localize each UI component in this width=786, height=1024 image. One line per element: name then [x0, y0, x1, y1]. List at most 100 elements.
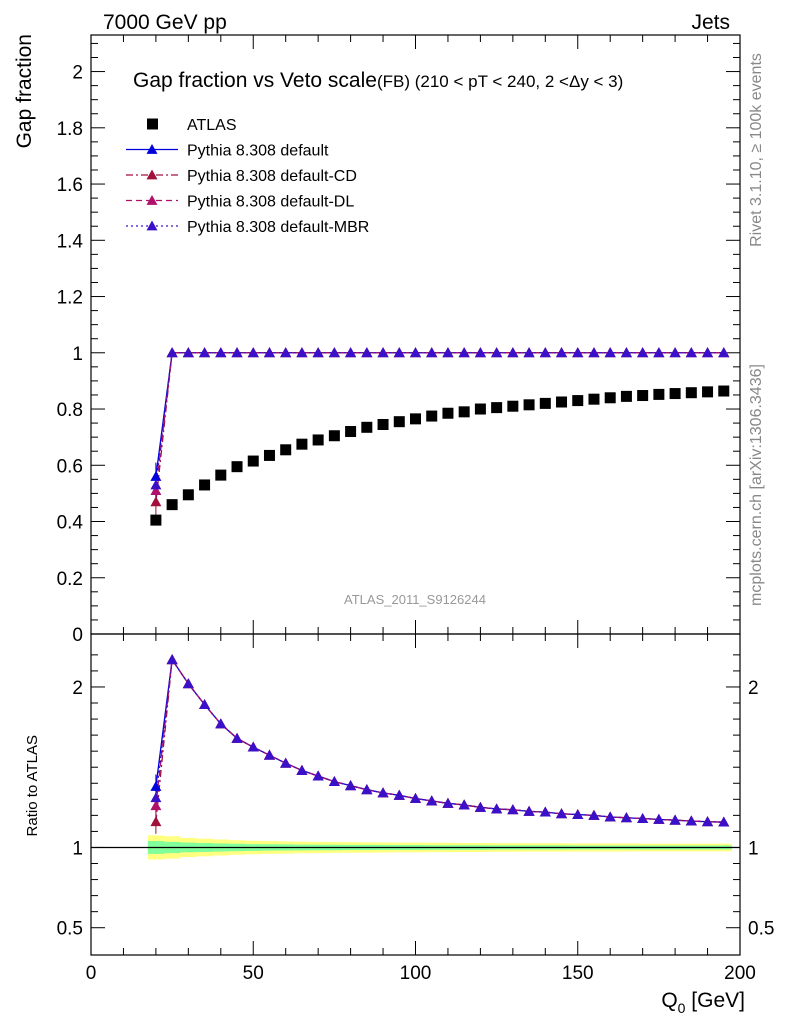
main-y-tick-label: 1.6 [57, 175, 83, 196]
data-point [215, 469, 227, 481]
ratio-series-marker [280, 757, 292, 768]
data-point [685, 387, 697, 399]
data-point [588, 393, 600, 405]
legend-label: Pythia 8.308 default-CD [187, 168, 357, 185]
header-group-label: Jets [691, 11, 730, 34]
main-series-line-1 [155, 352, 724, 502]
ratio-series-marker [296, 764, 308, 775]
data-point [620, 390, 632, 402]
main-y-tick-label: 0.6 [57, 456, 83, 477]
main-y-tick-label: 0 [72, 625, 83, 646]
main-series-marker [377, 347, 389, 358]
main-series-marker [361, 347, 373, 358]
data-point [393, 416, 405, 428]
main-watermark: ATLAS_2011_S9126244 [344, 592, 486, 607]
ratio-series-marker [150, 780, 162, 791]
main-series-marker [523, 347, 535, 358]
x-axis-title: Q0 [GeV] [661, 989, 745, 1016]
main-subtitle-text: (FB) (210 < pT < 240, 2 <Δy < 3) [377, 72, 623, 91]
main-series-marker [410, 347, 421, 358]
x-tick-label: 200 [724, 963, 756, 984]
main-y-tick-label: 1.8 [57, 119, 83, 140]
main-y-tick-label: 1.2 [57, 288, 83, 309]
main-series-marker [312, 347, 324, 358]
data-point [442, 407, 454, 419]
data-point [669, 388, 681, 400]
ratio-series-marker [458, 799, 470, 810]
ratio-series-marker [393, 789, 405, 800]
ratio-series-marker [523, 805, 535, 816]
ratio-series-marker [702, 816, 714, 827]
ratio-series-marker [328, 776, 340, 787]
data-point [263, 449, 275, 461]
main-series-marker [345, 347, 357, 358]
ratio-series-marker [442, 797, 454, 808]
main-series-marker [572, 347, 584, 358]
ratio-series-marker [653, 813, 665, 824]
data-point [507, 400, 519, 412]
data-point [361, 421, 373, 433]
data-point [231, 461, 243, 473]
ratio-series-marker [474, 801, 486, 812]
main-series-marker [556, 347, 568, 358]
x-axis-title-unit: [GeV] [685, 989, 745, 1012]
legend-label: Pythia 8.308 default [187, 143, 329, 160]
legend-marker-triangle [146, 195, 158, 205]
data-point [556, 396, 568, 408]
legend-marker-triangle [146, 144, 158, 154]
x-tick-label: 0 [86, 963, 97, 984]
main-series-marker [442, 347, 454, 358]
data-point [247, 455, 259, 467]
ratio-series-marker [685, 815, 697, 826]
data-point [458, 406, 470, 418]
ratio-series-marker [231, 732, 243, 743]
data-point [653, 388, 665, 400]
data-point [718, 385, 730, 397]
main-series-marker [150, 471, 162, 481]
main-series-marker [718, 347, 730, 358]
main-y-tick-label: 0.4 [57, 513, 84, 534]
legend-marker-square [147, 118, 158, 130]
main-series-marker [182, 347, 194, 358]
data-point [377, 418, 389, 430]
ratio-series-marker [182, 678, 194, 689]
main-series-marker [247, 347, 259, 358]
main-panel: 0 0.2 0.4 0.6 0.8 1 1.2 1.4 1.6 1.8 2 ATLAS_2011_S… [13, 34, 741, 646]
x-axis-title-subscript: 0 [678, 1000, 686, 1016]
legend: ATLAS Pythia 8.308 default Pythia 8.308 de… [126, 117, 369, 236]
ratio-series-marker [572, 809, 584, 819]
x-axis-title-symbol: Q [661, 989, 677, 1012]
ratio-series-marker [150, 792, 162, 803]
main-series-marker [263, 347, 275, 358]
main-series-marker [620, 347, 632, 358]
main-series-line-0 [155, 352, 724, 477]
legend-label: Pythia 8.308 default-MBR [187, 219, 369, 236]
ratio-series-marker [150, 816, 162, 827]
ratio-y-tick-label-right: 0.5 [748, 919, 774, 940]
ratio-y-tick-label: 1 [72, 838, 83, 859]
main-series-marker [491, 347, 503, 358]
ratio-series-marker [588, 809, 600, 820]
main-y-tick-label: 1 [72, 344, 83, 365]
ratio-series-marker [247, 741, 259, 752]
ratio-y-tick-label: 0.5 [57, 919, 83, 940]
ratio-series-marker [620, 812, 632, 823]
ratio-plot-area: 0.5 0.5 1 1 2 2 0 50 100 150 200 [57, 633, 774, 984]
data-point [572, 395, 584, 407]
main-plot-area: 0 0.2 0.4 0.6 0.8 1 1.2 1.4 1.6 1.8 2 [57, 34, 741, 646]
ratio-series-marker [637, 813, 649, 823]
data-point [328, 430, 340, 442]
ratio-series-marker [199, 699, 211, 710]
data-point [410, 413, 421, 425]
data-point [166, 499, 178, 511]
ratio-y-tick-label: 2 [72, 678, 83, 699]
ratio-series-marker [669, 814, 681, 825]
data-point [637, 390, 649, 402]
x-tick-label: 150 [562, 963, 594, 984]
main-series-marker [199, 347, 211, 358]
data-point [312, 434, 324, 446]
ratio-y-axis-title: Ratio to ATLAS [24, 735, 41, 836]
mcplots-label: mcplots.cern.ch [arXiv:1306.3436] [748, 364, 765, 606]
ratio-series-marker [491, 803, 503, 814]
data-point [702, 386, 714, 398]
